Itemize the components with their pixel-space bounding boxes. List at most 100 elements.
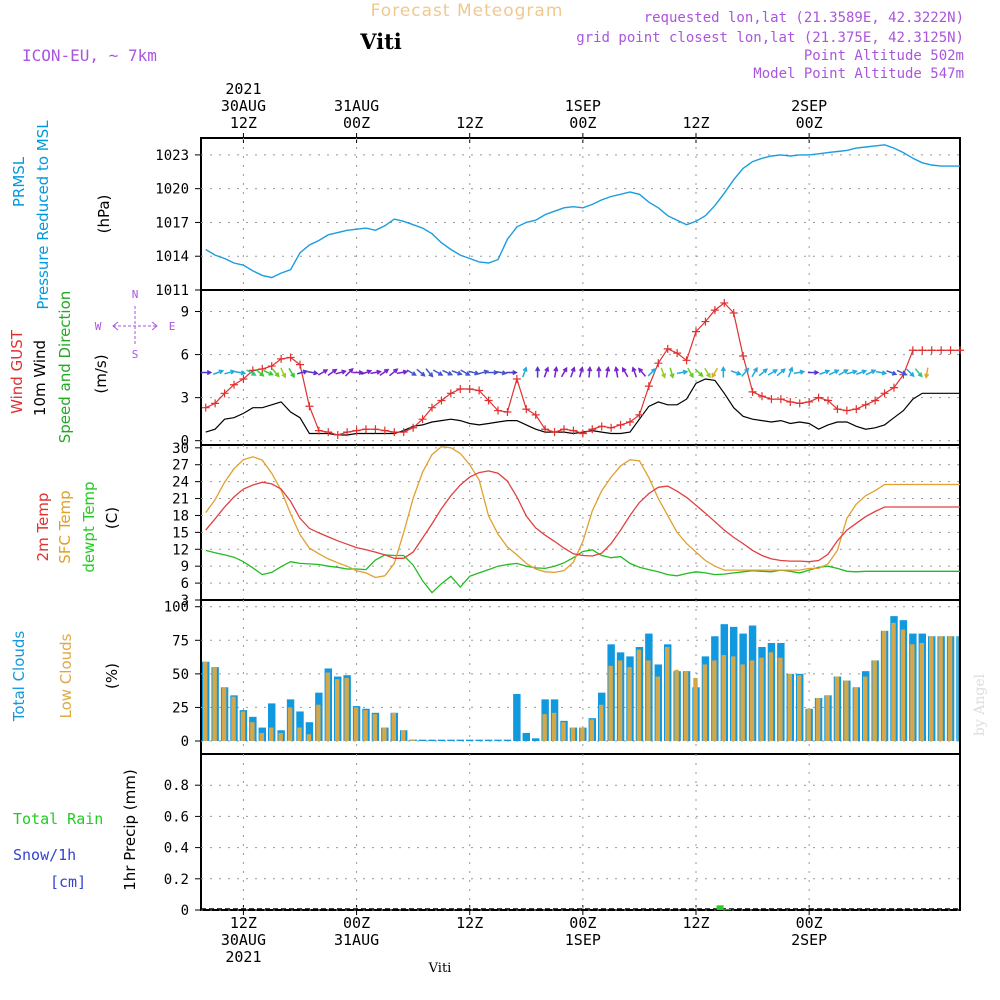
bottom-time-label: 12Z bbox=[230, 914, 257, 932]
wind-gust-marker bbox=[324, 428, 333, 437]
wind-direction-arrow bbox=[720, 365, 726, 378]
watermark: by Angel bbox=[972, 673, 988, 736]
low-cloud-bar bbox=[797, 675, 802, 741]
wind-direction-arrow bbox=[807, 369, 820, 376]
wind-direction-arrow bbox=[838, 369, 849, 376]
wind-direction-arrow bbox=[379, 368, 390, 377]
wind-direction-arrow bbox=[344, 367, 354, 377]
low-cloud-bar bbox=[344, 677, 349, 741]
wind-gust-marker bbox=[437, 396, 446, 405]
low-cloud-bar bbox=[391, 712, 396, 741]
low-cloud-bar bbox=[542, 714, 547, 741]
total-cloud-bar bbox=[484, 739, 493, 741]
wind-gust-marker bbox=[767, 395, 776, 404]
wind-direction-arrow bbox=[543, 366, 550, 378]
precip-label-rain: Total Rain bbox=[13, 810, 103, 828]
total-cloud-bar bbox=[268, 703, 276, 741]
top-time-label: 1SEP bbox=[565, 97, 601, 115]
wind-gust-marker bbox=[824, 396, 832, 405]
wind-gust-marker bbox=[814, 393, 823, 402]
wind-gust-marker bbox=[578, 429, 587, 438]
precip-ytick-label: 0.4 bbox=[164, 841, 189, 857]
wind-gust-marker bbox=[569, 426, 578, 435]
clouds-ytick-label: 0 bbox=[181, 734, 189, 750]
temp-ytick-label: 3 bbox=[181, 593, 189, 609]
total-cloud-bar bbox=[437, 739, 446, 741]
wind-direction-arrow bbox=[234, 370, 247, 376]
wind-direction-arrow bbox=[361, 369, 373, 375]
wind-gust-marker bbox=[362, 425, 370, 434]
wind-direction-arrow bbox=[776, 368, 786, 377]
wind-direction-arrow bbox=[741, 367, 750, 377]
wind-gust-marker bbox=[776, 395, 785, 404]
model-label: ICON-EU, ~ 7km bbox=[22, 46, 157, 65]
total-cloud-bar bbox=[466, 739, 474, 741]
t2m-line bbox=[205, 470, 960, 563]
low-cloud-bar bbox=[269, 727, 274, 741]
pressure-ytick-label: 1011 bbox=[155, 283, 189, 299]
low-cloud-bar bbox=[787, 673, 792, 741]
wind-gust-marker bbox=[663, 344, 672, 353]
wind-direction-arrow bbox=[596, 365, 602, 378]
compass-rose: N S W E bbox=[95, 288, 176, 361]
footer-location: Viti bbox=[428, 961, 452, 976]
wind-gust-marker bbox=[239, 374, 248, 383]
low-cloud-bar bbox=[278, 732, 283, 741]
dewpoint-line bbox=[205, 549, 960, 594]
wind-direction-arrow bbox=[613, 366, 620, 378]
temp-ytick-label: 24 bbox=[172, 475, 189, 491]
wind-direction-arrow bbox=[758, 368, 768, 377]
low-cloud-bar bbox=[938, 636, 943, 741]
wind-direction-arrow bbox=[631, 366, 638, 378]
low-cloud-bar bbox=[646, 660, 651, 741]
low-cloud-bar bbox=[580, 727, 585, 741]
low-cloud-bar bbox=[702, 664, 708, 741]
wind-ytick-label: 0 bbox=[181, 434, 189, 450]
wind-gust-marker bbox=[399, 428, 408, 437]
bottom-time-label: 31AUG bbox=[334, 931, 379, 949]
low-cloud-bar bbox=[636, 649, 642, 741]
wind-ytick-label: 3 bbox=[181, 391, 189, 407]
compass-letter: N bbox=[132, 288, 139, 301]
wind-gust-marker bbox=[852, 405, 861, 414]
wind-direction-arrow bbox=[793, 369, 806, 375]
wind-gust-marker bbox=[607, 423, 616, 432]
top-time-label: 2SEP bbox=[791, 97, 827, 115]
low-cloud-bar bbox=[561, 722, 566, 741]
wind-gust-marker bbox=[616, 420, 625, 429]
wind-direction-arrow bbox=[317, 369, 329, 376]
top-time-label: 30AUG bbox=[221, 97, 266, 115]
temp-ytick-label: 9 bbox=[181, 559, 189, 575]
low-cloud-bar bbox=[674, 669, 679, 741]
wind-direction-arrow bbox=[288, 367, 295, 379]
wind-gust-marker bbox=[503, 407, 512, 416]
wind-gust-marker bbox=[654, 359, 663, 368]
compass-letter: W bbox=[95, 320, 102, 333]
low-cloud-bar bbox=[825, 695, 830, 741]
low-cloud-bar bbox=[683, 671, 689, 741]
wind-direction-arrow bbox=[856, 369, 868, 375]
wind-direction-arrow bbox=[605, 366, 611, 378]
wind-panel: 0 3 6 9 bbox=[181, 289, 964, 450]
wind-direction-arrow bbox=[704, 367, 711, 379]
wind-direction-arrow bbox=[711, 367, 719, 379]
pressure-ytick-label: 1023 bbox=[155, 148, 189, 164]
low-cloud-bar bbox=[410, 739, 415, 741]
pressure-ytick-label: 1020 bbox=[155, 182, 189, 198]
chart-title: Forecast Meteogram bbox=[371, 1, 564, 21]
low-cloud-bar bbox=[749, 660, 755, 741]
total-cloud-bar bbox=[428, 739, 436, 741]
wind-gust-marker bbox=[748, 387, 757, 396]
bottom-time-label: 2021 bbox=[225, 948, 261, 966]
low-cloud-bar bbox=[372, 714, 378, 741]
wind-gust-marker bbox=[371, 425, 380, 434]
precip-frame bbox=[200, 753, 961, 911]
total-cloud-bar bbox=[475, 739, 483, 741]
wind-gust-marker bbox=[682, 356, 691, 365]
wind-gust-marker bbox=[729, 308, 738, 317]
bottom-time-label: 2SEP bbox=[791, 931, 827, 949]
low-cloud-bar bbox=[891, 622, 896, 741]
wind-gust-marker bbox=[673, 349, 682, 358]
